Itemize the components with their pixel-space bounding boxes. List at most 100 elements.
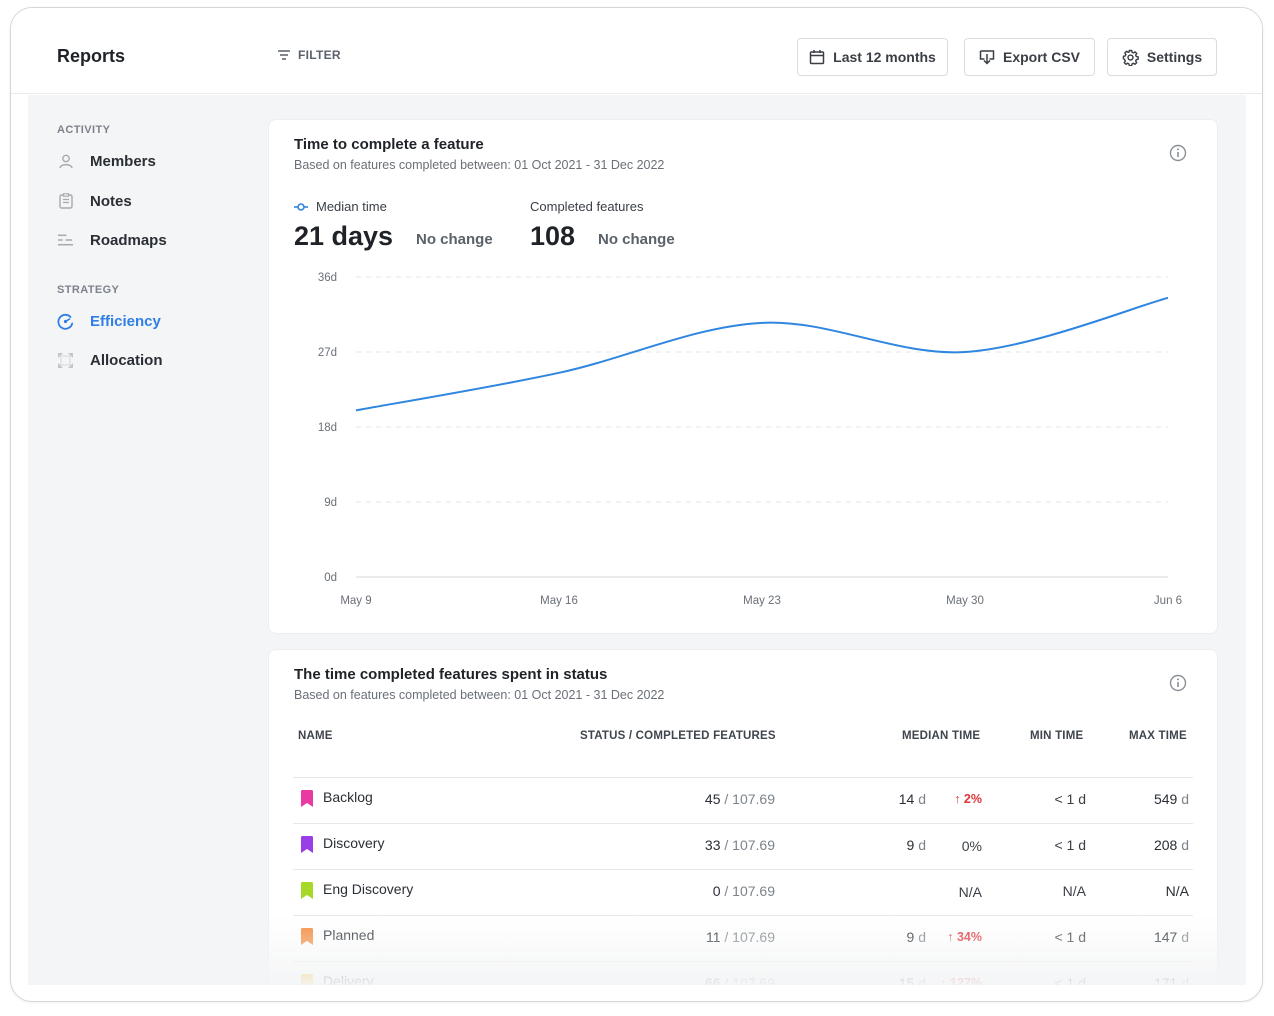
status-flag-icon xyxy=(301,836,313,853)
column-header-min[interactable]: MIN TIME xyxy=(1030,730,1084,742)
max-time-cell: 549 d xyxy=(1154,791,1189,807)
sidebar-item-efficiency[interactable]: Efficiency xyxy=(57,309,161,333)
completed-count: 45 xyxy=(704,791,721,807)
completed-features-label: Completed features xyxy=(530,199,644,214)
completed-total: / 107.69 xyxy=(720,929,775,945)
status-name: Backlog xyxy=(323,789,373,805)
sidebar: ACTIVITY Members Notes Roadmaps STRAT xyxy=(28,95,250,985)
settings-label: Settings xyxy=(1146,49,1203,65)
row-divider xyxy=(293,823,1193,824)
max-unit: d xyxy=(1181,791,1189,807)
median-change: ↑ 34% xyxy=(947,930,982,944)
sidebar-item-roadmaps[interactable]: Roadmaps xyxy=(57,228,167,252)
column-header-status[interactable]: STATUS / COMPLETED FEATURES xyxy=(580,730,776,742)
page-title: Reports xyxy=(57,46,126,66)
status-count: 11 / 107.69 xyxy=(706,929,775,945)
max-time-cell: 147 d xyxy=(1154,929,1189,945)
y-tick-label: 18d xyxy=(318,422,337,434)
top-bar: Reports FILTER Last 12 months xyxy=(11,8,1262,94)
median-unit: d xyxy=(918,837,926,853)
status-name: Delivery xyxy=(323,973,374,985)
median-unit: d xyxy=(918,929,926,945)
max-value: 171 xyxy=(1153,975,1178,985)
x-tick-label: May 16 xyxy=(540,595,578,607)
min-time-cell: N/A xyxy=(1062,883,1086,899)
series-line xyxy=(355,296,1169,412)
x-tick-label: May 23 xyxy=(743,595,781,607)
content-area: ACTIVITY Members Notes Roadmaps STRAT xyxy=(28,95,1246,985)
export-csv-button[interactable]: Export CSV xyxy=(964,38,1095,76)
card-title: Time to complete a feature xyxy=(294,136,484,153)
x-tick-label: Jun 6 xyxy=(1154,595,1182,607)
median-time-change: No change xyxy=(416,231,493,248)
status-flag-icon xyxy=(301,790,313,807)
y-tick-label: 36d xyxy=(318,272,337,284)
card-title: The time completed features spent in sta… xyxy=(294,666,608,683)
column-header-max[interactable]: MAX TIME xyxy=(1129,730,1187,742)
median-time-cell: 9 d xyxy=(907,929,926,945)
sidebar-item-members[interactable]: Members xyxy=(57,149,156,173)
sidebar-item-label: Roadmaps xyxy=(90,231,167,249)
completed-count: 33 xyxy=(704,837,721,853)
info-icon[interactable] xyxy=(1169,674,1187,692)
user-icon xyxy=(57,153,74,170)
max-time-cell: 208 d xyxy=(1154,837,1189,853)
status-count: 45 / 107.69 xyxy=(705,791,775,807)
settings-button[interactable]: Settings xyxy=(1107,38,1217,76)
sidebar-item-allocation[interactable]: Allocation xyxy=(57,348,163,372)
gauge-icon xyxy=(57,313,74,330)
max-time-cell: 171 d xyxy=(1154,975,1189,985)
x-tick-label: May 9 xyxy=(340,595,371,607)
max-time-cell: N/A xyxy=(1166,883,1189,899)
filter-label: FILTER xyxy=(298,48,341,62)
status-name: Planned xyxy=(323,927,375,943)
max-value: N/A xyxy=(1165,883,1189,899)
min-time-cell: < 1 d xyxy=(1054,975,1086,985)
app-window: Reports FILTER Last 12 months xyxy=(10,7,1263,1002)
sidebar-section-activity: ACTIVITY xyxy=(57,124,111,136)
table-row[interactable]: Discovery 33 / 107.69 9 d 0% < 1 d 208 d xyxy=(293,823,1193,869)
filter-icon xyxy=(278,50,290,60)
column-header-median[interactable]: MEDIAN TIME xyxy=(902,730,981,742)
date-range-button[interactable]: Last 12 months xyxy=(797,38,948,76)
median-time-cell: 14 d xyxy=(899,791,926,807)
min-time-cell: < 1 d xyxy=(1054,929,1086,945)
export-label: Export CSV xyxy=(1002,49,1080,65)
completed-total: / 107.69 xyxy=(720,791,775,807)
max-value: 208 xyxy=(1153,837,1178,853)
download-icon xyxy=(979,50,995,65)
median-value: 15 xyxy=(898,975,915,985)
table-row[interactable]: Delivery 66 / 107.69 15 d ↑ 127% < 1 d 171 d xyxy=(293,961,1193,985)
median-change: ↑ 127% xyxy=(940,976,982,985)
card-subtitle: Based on features completed between: 01 … xyxy=(294,688,665,702)
completed-total: / 107.69 xyxy=(720,883,775,899)
max-unit: d xyxy=(1181,929,1189,945)
status-flag-icon xyxy=(301,974,313,985)
min-time-cell: < 1 d xyxy=(1054,837,1086,853)
completed-features-value: 108 xyxy=(530,221,576,251)
median-change: ↑ 2% xyxy=(954,792,982,806)
completed-total: / 107.69 xyxy=(720,975,775,985)
completed-total: / 107.69 xyxy=(720,837,775,853)
sidebar-item-notes[interactable]: Notes xyxy=(57,189,132,213)
median-change: N/A xyxy=(958,884,982,900)
column-header-name[interactable]: NAME xyxy=(298,730,333,742)
y-tick-label: 9d xyxy=(324,497,337,509)
row-divider xyxy=(293,869,1193,870)
info-icon[interactable] xyxy=(1169,144,1187,162)
table-row[interactable]: Eng Discovery 0 / 107.69 N/A N/A N/A xyxy=(293,869,1193,915)
filter-button[interactable]: FILTER xyxy=(277,48,341,62)
median-value: 14 xyxy=(898,791,915,807)
sidebar-item-label: Notes xyxy=(90,192,132,210)
median-time-text: Median time xyxy=(316,199,387,214)
time-to-complete-card: Time to complete a feature Based on feat… xyxy=(268,119,1218,634)
time-in-status-card: The time completed features spent in sta… xyxy=(268,649,1218,985)
status-count: 33 / 107.69 xyxy=(705,837,775,853)
table-row[interactable]: Planned 11 / 107.69 9 d ↑ 34% < 1 d 147 d xyxy=(293,915,1193,961)
table-row[interactable]: Backlog 45 / 107.69 14 d ↑ 2% < 1 d 549 d xyxy=(293,777,1193,823)
roadmap-icon xyxy=(57,232,74,249)
card-subtitle: Based on features completed between: 01 … xyxy=(294,158,665,172)
median-value: 9 xyxy=(906,929,915,945)
y-tick-label: 27d xyxy=(318,347,337,359)
median-time-cell: 15 d xyxy=(899,975,926,985)
